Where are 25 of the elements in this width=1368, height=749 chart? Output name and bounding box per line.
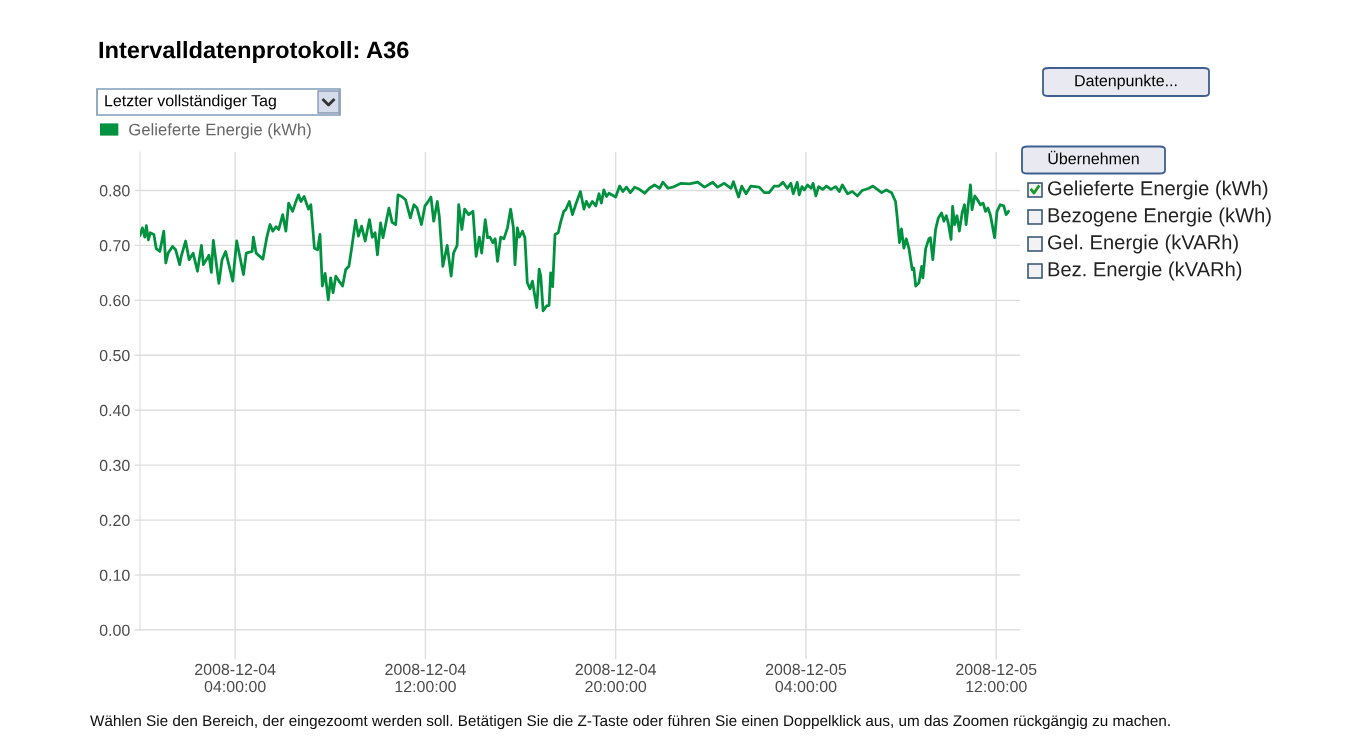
text: Gel. Energie (kVARh) xyxy=(1048,234,1238,254)
text: Übernehmen xyxy=(1048,150,1139,165)
x-tick-label: 2008-12-04 12:00:00 xyxy=(385,663,466,693)
legend-label: Gelieferte Energie (kWh) xyxy=(129,123,311,139)
line-series xyxy=(140,180,1010,313)
x-tick-label: 2008-12-04 04:00:00 xyxy=(195,663,276,693)
y-tick-label: 0.40 xyxy=(99,404,130,417)
text: Letzter vollständiger Tag xyxy=(105,94,276,110)
y-tick-label: 0.10 xyxy=(99,569,130,581)
y-tick-label: 0.00 xyxy=(99,624,130,636)
text: Datenpunkte... xyxy=(1075,74,1177,90)
y-tick-label: 0.70 xyxy=(99,240,130,252)
y-tick-label: 0.20 xyxy=(99,514,130,527)
text: Bezogene Energie (kWh) xyxy=(1048,207,1271,227)
text: Bez. Energie (kVARh) xyxy=(1048,261,1242,281)
y-tick-label: 0.30 xyxy=(99,459,130,472)
x-tick-label: 2008-12-05 12:00:00 xyxy=(956,663,1037,693)
x-tick-label: 2008-12-04 20:00:00 xyxy=(575,663,657,693)
y-tick-label: 0.60 xyxy=(99,294,130,307)
y-tick-label: 0.80 xyxy=(99,185,130,197)
x-tick-label: 2008-12-05 04:00:00 xyxy=(765,663,847,693)
text: Gelieferte Energie (kWh) xyxy=(1048,180,1268,200)
chart-title: Intervalldatenprotokoll: A36 xyxy=(99,41,409,63)
text: Wählen Sie den Bereich, der eingezoomt werden soll. Betätigen Sie die Z-Taste oder führen Sie einen Doppelklick aus, um das Zoomen rückgängig zu machen. xyxy=(90,714,1170,730)
y-tick-label: 0.50 xyxy=(99,349,130,362)
